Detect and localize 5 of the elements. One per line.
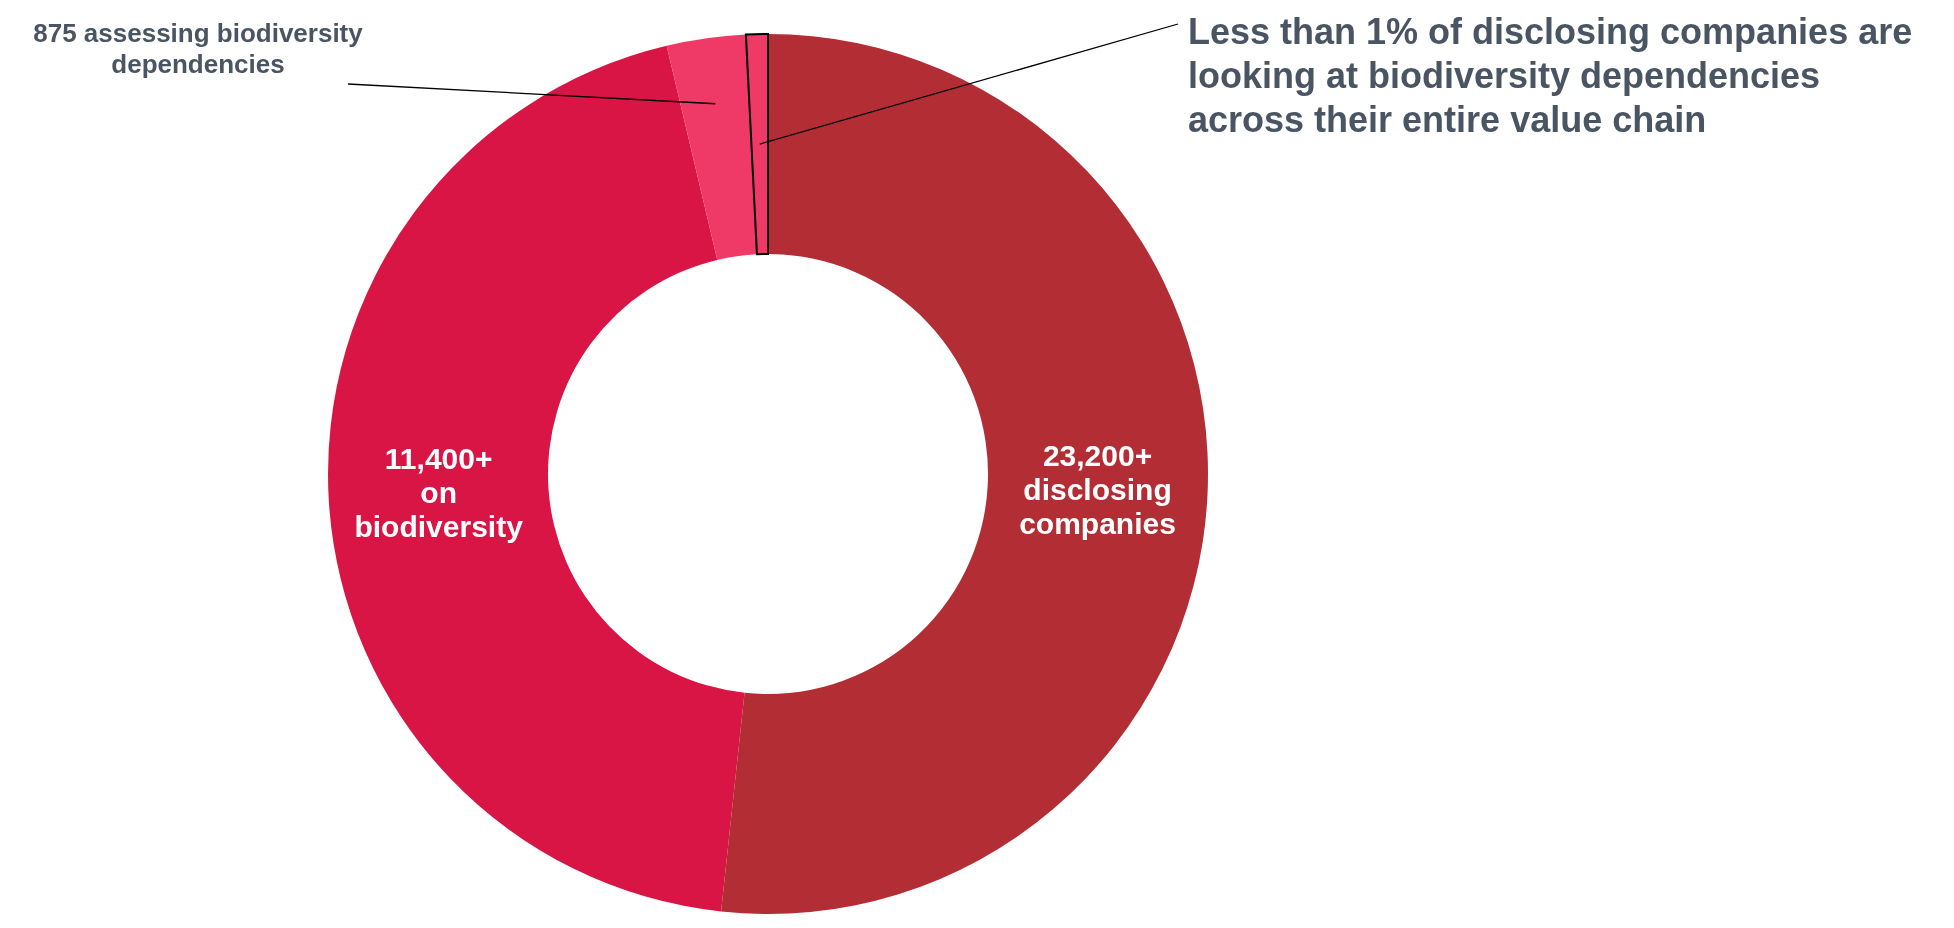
text: Less than 1% of disclosing companies are looking at biodiversity dependencies across their entire value chain — [1188, 11, 1913, 140]
slice-label: 875 assessing biodiversity dependencies — [33, 18, 364, 79]
slice-label: 11,400+ on biodiversity — [354, 441, 524, 543]
slice-label: 23,200+ disclosing companies — [1019, 438, 1176, 540]
donut-slice — [328, 45, 745, 912]
